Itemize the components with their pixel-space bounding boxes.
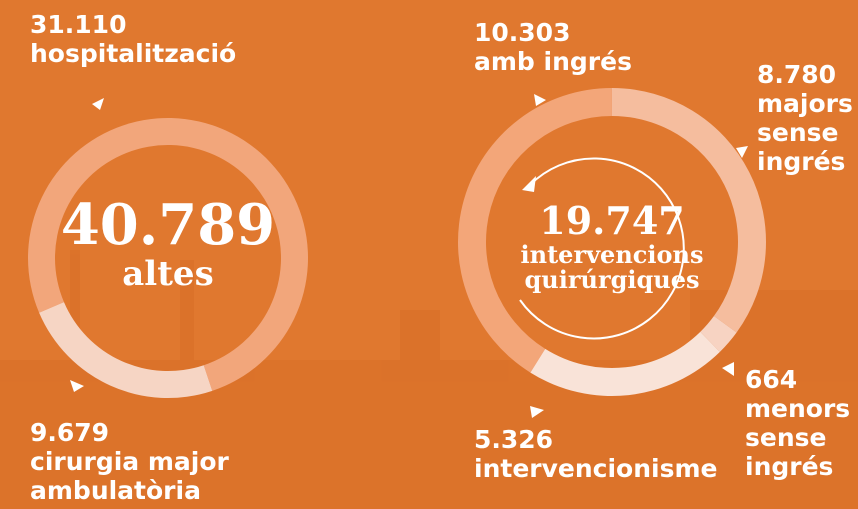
pointer xyxy=(92,98,104,110)
category-label: intervencionisme xyxy=(474,454,734,483)
value-label: 5.326 xyxy=(474,425,734,454)
category-label: menors sense ingrés xyxy=(745,394,855,481)
value-label: 31.110 xyxy=(30,10,270,39)
center-text: intervencions quirúrgiques xyxy=(502,242,722,292)
bg-shape xyxy=(400,310,440,370)
cycle-arrowhead xyxy=(522,176,536,192)
center-text: altes xyxy=(48,257,288,293)
center-value: 40.789 xyxy=(48,195,288,257)
category-label: cirurgia major ambulatòria xyxy=(30,447,260,505)
value-label: 664 xyxy=(745,365,855,394)
value-label: 10.303 xyxy=(474,18,674,47)
category-label: amb ingrés xyxy=(474,47,674,76)
category-label: majors sense ingrés xyxy=(757,89,857,176)
page: (() => { const data = JSON.parse(documen… xyxy=(0,0,858,509)
value-label: 9.679 xyxy=(30,418,260,447)
category-label: hospitalització xyxy=(30,39,270,68)
center-value: 19.747 xyxy=(502,200,722,242)
value-label: 8.780 xyxy=(757,60,857,89)
